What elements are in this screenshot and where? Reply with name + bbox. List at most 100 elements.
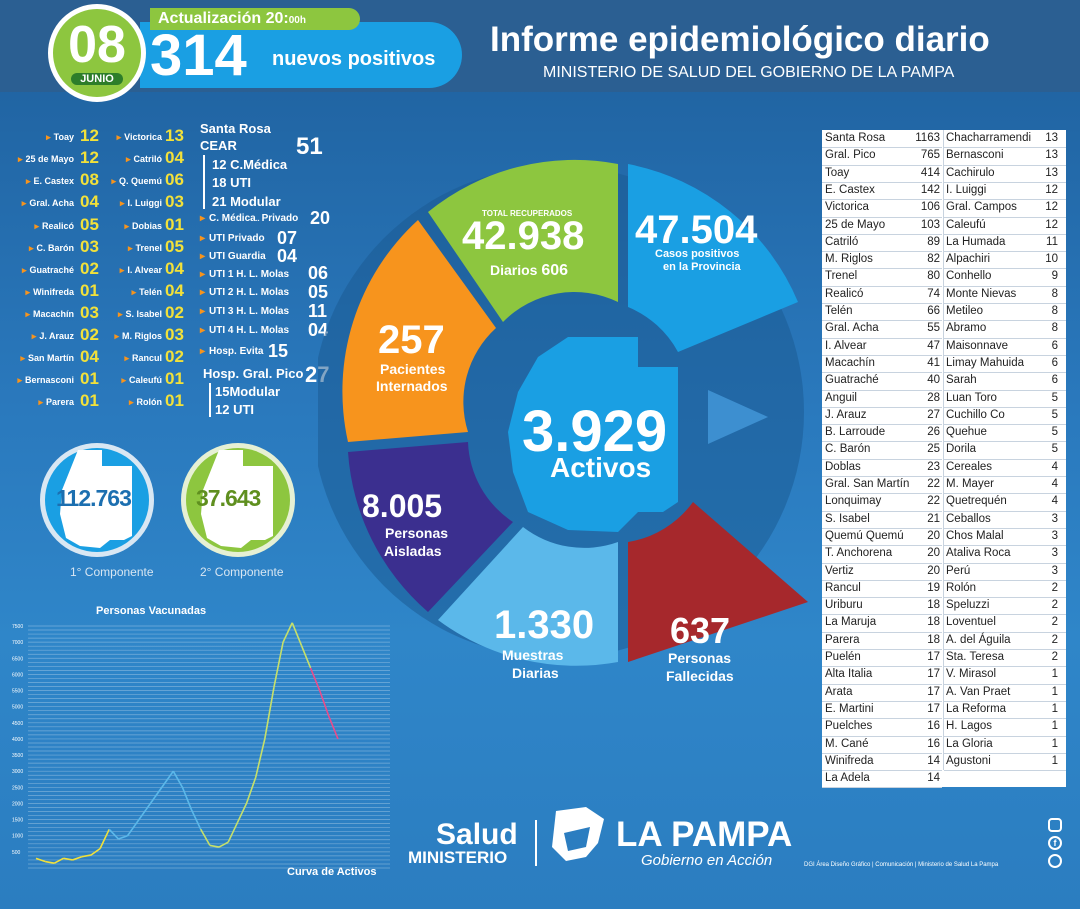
table-name: B. Larroude — [825, 426, 886, 439]
table-value: 55 — [927, 322, 940, 335]
curve-segment — [72, 855, 83, 861]
locality-value: 08 — [80, 170, 99, 189]
table-name: Cuchillo Co — [946, 408, 1005, 421]
table-value: 12 — [1045, 183, 1058, 196]
table-name: Perú — [946, 564, 971, 577]
table-rule — [822, 285, 942, 287]
table-name: Anguil — [825, 391, 857, 404]
locality-name: I. Alvear — [120, 265, 162, 276]
table-rule — [822, 683, 942, 685]
table-value: 14 — [927, 754, 940, 767]
table-rule — [944, 337, 1066, 339]
samples-segment — [438, 527, 618, 666]
table-name: Ceballos — [946, 512, 991, 525]
table-rule — [822, 527, 942, 529]
table-name: Sta. Teresa — [946, 651, 1004, 663]
table-name: Guatraché — [825, 374, 879, 387]
table-rule — [944, 476, 1066, 477]
table-value: 9 — [1051, 270, 1058, 283]
table-name: Parera — [825, 633, 860, 646]
curve-segment — [218, 841, 229, 848]
table-rule — [944, 424, 1066, 426]
active-value: 3.929 — [522, 399, 668, 464]
table-value: 142 — [920, 183, 940, 196]
table-name: E. Martini — [825, 702, 874, 715]
curve-segment — [273, 641, 284, 688]
table-name: M. Cané — [825, 737, 869, 750]
cases-value: 47.504 — [635, 208, 758, 252]
y-tick-label: 4000 — [12, 737, 23, 743]
curve-segment — [318, 690, 330, 717]
curve-segment — [181, 787, 193, 811]
table-value: 2 — [1051, 633, 1058, 646]
table-value: 22 — [927, 478, 940, 490]
table-name: Quehue — [946, 426, 987, 439]
locality-value: 03 — [80, 237, 99, 256]
table-name: Trenel — [825, 270, 858, 283]
table-name: T. Anchorena — [825, 547, 893, 560]
table-rule — [822, 424, 942, 426]
table-name: La Gloria — [946, 737, 993, 750]
table-name: H. Lagos — [946, 720, 993, 733]
table-name: M. Mayer — [946, 478, 994, 490]
table-rule — [822, 441, 942, 443]
table-value: 17 — [927, 702, 940, 715]
table-value: 28 — [927, 391, 940, 404]
table-rule — [944, 614, 1066, 616]
la-pampa-logo-icon — [552, 807, 604, 861]
table-rule — [822, 164, 942, 166]
table-value: 3 — [1051, 512, 1058, 525]
table-value: 6 — [1051, 356, 1058, 369]
page-subtitle: MINISTERIO DE SALUD DEL GOBIERNO DE LA P… — [543, 64, 955, 81]
active-label: Activos — [550, 452, 652, 483]
locality-name: Trenel — [128, 243, 162, 254]
second-component-value: 37.643 — [196, 485, 261, 511]
curve-segment — [227, 822, 239, 843]
table-name: 25 de Mayo — [825, 218, 886, 231]
table-value: 89 — [927, 235, 940, 248]
locality-value: 13 — [165, 126, 184, 145]
table-rule — [944, 199, 1066, 201]
facebook-icon[interactable]: f — [1048, 836, 1062, 850]
table-value: 4 — [1051, 495, 1058, 508]
instagram-icon[interactable] — [1048, 818, 1062, 832]
y-tick-label: 3000 — [12, 769, 23, 775]
locality-value: 04 — [165, 148, 184, 167]
curve-segment — [90, 847, 101, 856]
curve-segment — [45, 860, 55, 864]
curve-segment — [145, 796, 156, 811]
table-rule — [944, 458, 1066, 460]
active-map-shape — [508, 337, 678, 532]
curve-segment — [108, 828, 119, 840]
table-value: 5 — [1051, 391, 1058, 404]
deaths-segment — [628, 502, 808, 662]
table-name: A. Van Praet — [946, 685, 1011, 698]
santa-rosa-label: Santa Rosa — [200, 121, 271, 136]
locality-name: Caleufú — [121, 375, 162, 386]
table-name: Santa Rosa — [825, 132, 886, 144]
twitter-icon[interactable] — [1048, 854, 1062, 868]
table-rule — [944, 216, 1066, 218]
table-rule — [944, 251, 1066, 253]
table-name: Gral. Acha — [825, 322, 879, 335]
table-value: 4 — [1051, 460, 1058, 473]
table-name: Vertiz — [825, 564, 854, 577]
y-tick-label: 1500 — [12, 818, 23, 824]
page-title: Informe epidemiológico diario — [490, 20, 990, 59]
recovered-segment — [428, 159, 618, 322]
table-name: La Humada — [946, 235, 1006, 248]
y-tick-label: 5000 — [12, 705, 23, 711]
table-rule — [944, 735, 1066, 737]
y-tick-label: 2500 — [12, 785, 23, 791]
cases-segment — [628, 164, 798, 352]
locality-name: Catriló — [126, 154, 162, 165]
locality-value: 04 — [80, 347, 99, 366]
table-rule — [944, 303, 1066, 304]
table-name: Chos Malal — [946, 529, 1004, 542]
table-value: 2 — [1051, 616, 1058, 629]
curve-segment — [172, 770, 184, 788]
table-rule — [944, 545, 1066, 547]
locality-value: 04 — [165, 259, 184, 278]
update-badge: Actualización 20:00h — [150, 8, 360, 30]
second-component-label: 2° Componente — [200, 565, 284, 579]
